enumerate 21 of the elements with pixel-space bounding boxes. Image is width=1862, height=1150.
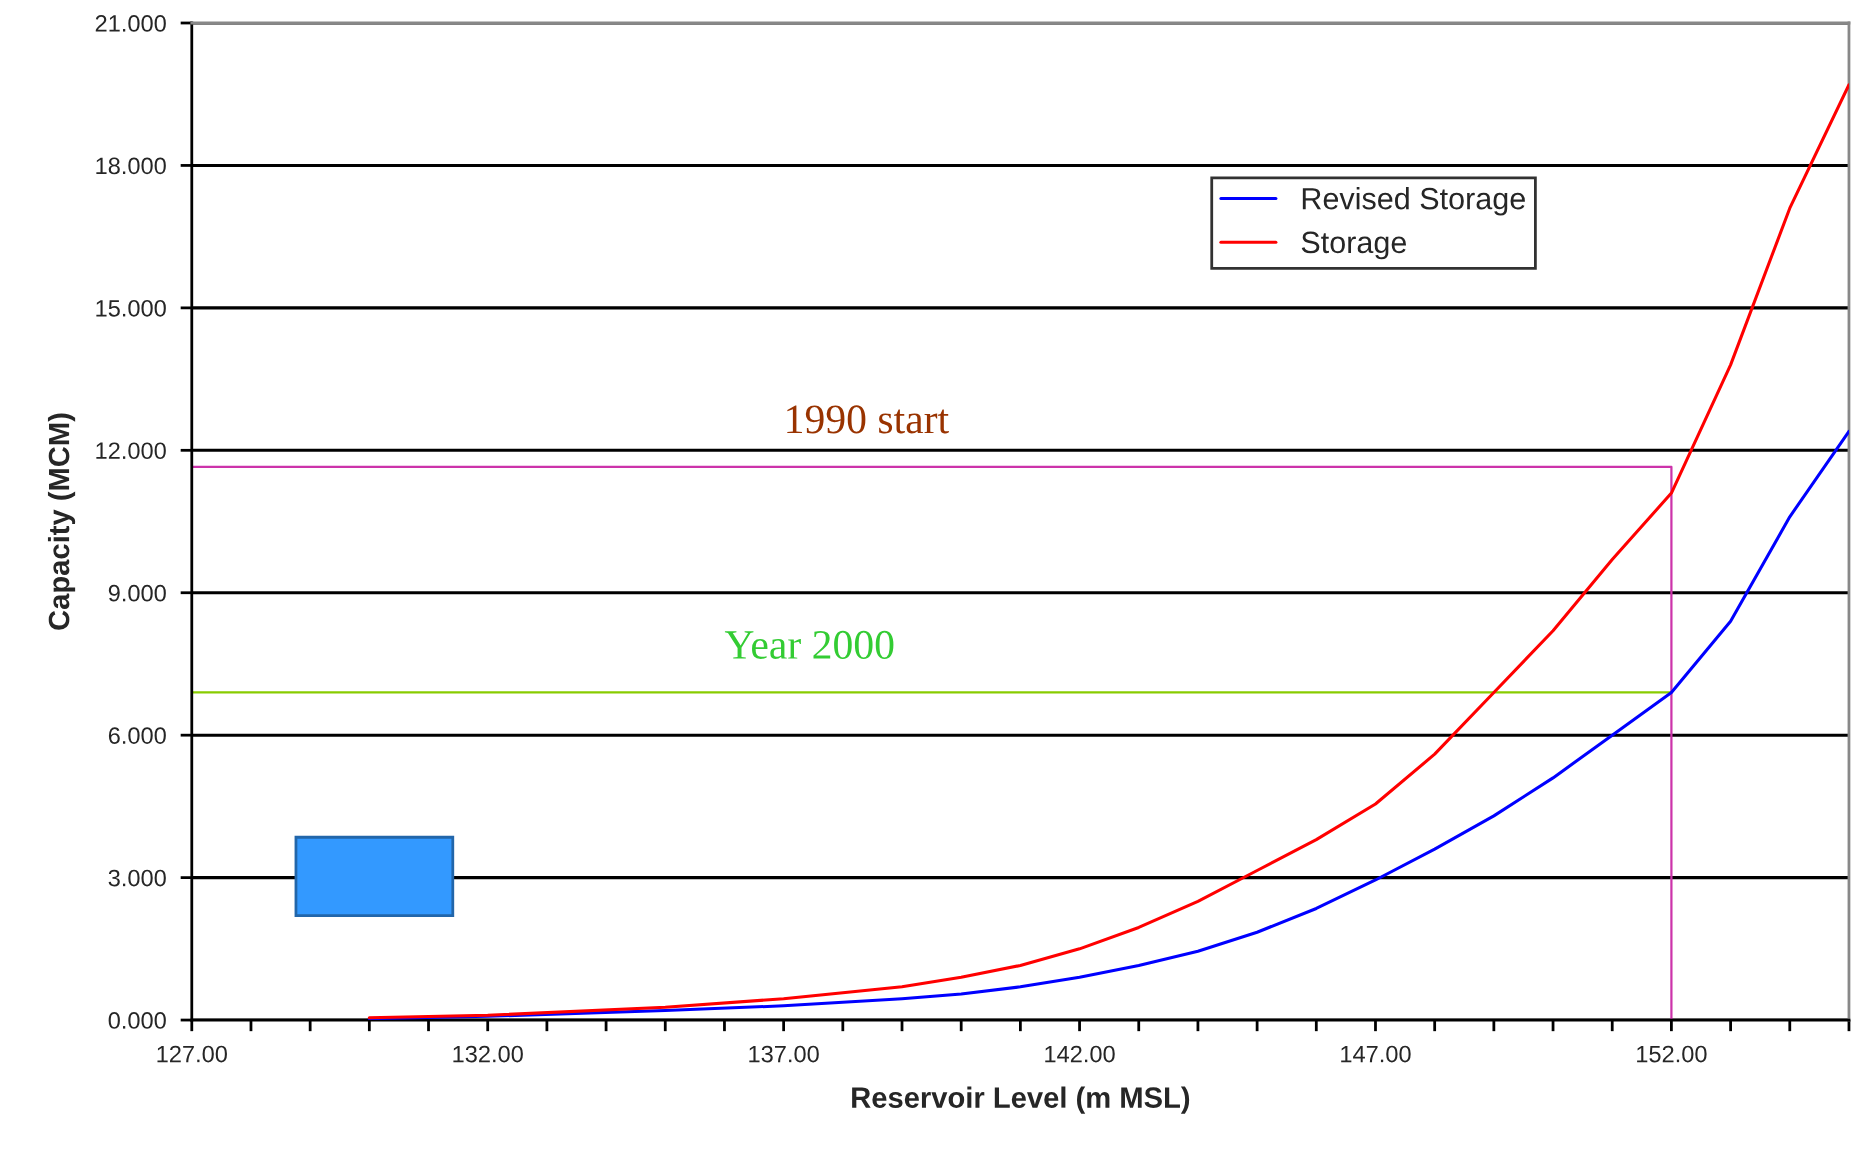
x-tick-label: 127.00 [157, 1045, 227, 1063]
y-tick-label: 15.000 [96, 299, 166, 317]
x-tick-label: 142.00 [1045, 1045, 1115, 1063]
y-tick-label: 0.000 [108, 1012, 166, 1029]
y-tick-label: 12.000 [96, 442, 166, 460]
annotation: Year 2000 [724, 630, 894, 659]
y-axis-title: Capacity (MCM) [47, 413, 76, 630]
x-tick-label: 147.00 [1341, 1045, 1411, 1063]
x-tick-label: 137.00 [749, 1045, 819, 1063]
y-tick-label: 9.000 [108, 584, 166, 602]
legend-label: Storage [1301, 231, 1406, 260]
y-tick-label: 21.000 [95, 15, 166, 32]
y-tick-label: 18.000 [96, 157, 166, 175]
x-tick-label: 132.00 [453, 1045, 523, 1063]
annotation: 1990 start [787, 405, 949, 434]
x-tick-label: 152.00 [1637, 1045, 1707, 1063]
y-tick-label: 3.000 [108, 869, 166, 887]
x-axis-title: Reservoir Level (m MSL) [852, 1086, 1190, 1114]
y-tick-label: 6.000 [108, 727, 166, 744]
legend-label: Revised Storage [1302, 187, 1525, 216]
line-series [367, 83, 1849, 1020]
